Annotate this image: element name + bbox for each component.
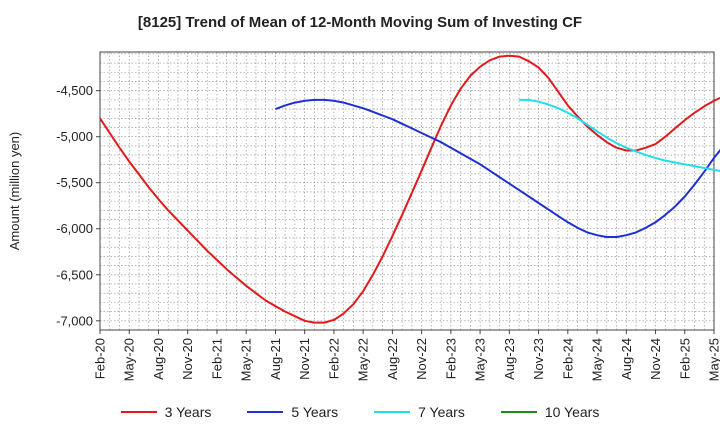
y-axis-label: Amount (million yen) bbox=[7, 132, 22, 251]
x-tick-label: May-20 bbox=[122, 338, 137, 381]
y-tick-label: -6,500 bbox=[56, 267, 93, 282]
x-tick-label: Feb-21 bbox=[209, 338, 224, 379]
legend-label: 3 Years bbox=[164, 404, 212, 420]
legend-swatch bbox=[120, 411, 157, 413]
x-tick-label: Feb-25 bbox=[677, 338, 692, 379]
x-tick-label: Feb-23 bbox=[443, 338, 458, 379]
x-tick-label: Feb-22 bbox=[326, 338, 341, 379]
legend-item: 5 Years bbox=[247, 404, 338, 420]
legend-label: 7 Years bbox=[418, 404, 465, 420]
plot-area bbox=[99, 51, 715, 331]
series-line-5-years bbox=[275, 98, 720, 238]
x-tick-label: May-21 bbox=[239, 338, 254, 381]
series-lines bbox=[99, 54, 720, 324]
x-tick-label: Nov-24 bbox=[648, 338, 663, 380]
legend-item: 3 Years bbox=[120, 404, 212, 420]
x-tick-label: Nov-21 bbox=[297, 338, 312, 380]
x-tick-label: Nov-20 bbox=[180, 338, 195, 380]
legend-label: 10 Years bbox=[544, 404, 600, 420]
x-tick-label: May-24 bbox=[590, 338, 605, 381]
series-line-3-years bbox=[99, 54, 720, 324]
legend-swatch bbox=[500, 411, 537, 413]
y-tick-label: -4,500 bbox=[56, 83, 93, 98]
y-tick-label: -6,000 bbox=[56, 221, 93, 236]
x-tick-label: Aug-24 bbox=[619, 338, 634, 380]
y-axis-ticks: -7,000 -6,500 -6,000 -5,500 -5,000 -4,500 bbox=[56, 83, 100, 328]
y-tick-label: -5,500 bbox=[56, 175, 93, 190]
x-tick-label: May-23 bbox=[473, 338, 488, 381]
x-tick-label: Aug-22 bbox=[385, 338, 400, 380]
x-tick-label: Nov-23 bbox=[531, 338, 546, 380]
y-tick-label: -7,000 bbox=[56, 313, 93, 328]
legend: 3 Years 5 Years 7 Years 10 Years bbox=[0, 404, 720, 420]
x-tick-label: May-22 bbox=[356, 338, 371, 381]
chart-title: [8125] Trend of Mean of 12-Month Moving … bbox=[137, 14, 583, 31]
legend-label: 5 Years bbox=[291, 404, 339, 420]
x-tick-label: May-25 bbox=[707, 338, 720, 381]
legend-item: 7 Years bbox=[374, 404, 465, 420]
y-tick-label: -5,000 bbox=[56, 129, 93, 144]
x-tick-label: Aug-23 bbox=[502, 338, 517, 380]
series-line-7-years bbox=[519, 98, 720, 172]
x-tick-label: Aug-21 bbox=[268, 338, 283, 380]
legend-swatch bbox=[247, 411, 284, 413]
x-tick-label: Aug-20 bbox=[151, 338, 166, 380]
grid bbox=[100, 52, 714, 331]
x-tick-label: Nov-22 bbox=[414, 338, 429, 380]
legend-swatch bbox=[374, 411, 411, 413]
x-tick-label: Feb-20 bbox=[93, 338, 108, 379]
x-tick-label: Feb-24 bbox=[560, 338, 575, 379]
x-axis-ticks: Feb-20 May-20 Aug-20 Nov-20 Feb-21 May-21 Aug-… bbox=[93, 330, 720, 381]
legend-item: 10 Years bbox=[500, 404, 600, 420]
